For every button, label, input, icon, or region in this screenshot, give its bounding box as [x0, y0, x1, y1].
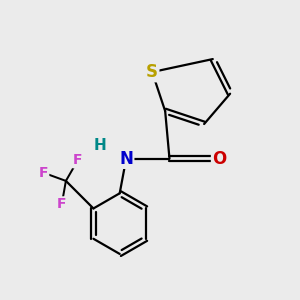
Text: F: F: [57, 197, 67, 212]
Text: F: F: [39, 166, 48, 180]
Text: S: S: [146, 63, 158, 81]
Text: N: N: [119, 150, 133, 168]
Text: O: O: [212, 150, 226, 168]
Text: F: F: [73, 153, 82, 167]
Text: H: H: [94, 138, 106, 153]
